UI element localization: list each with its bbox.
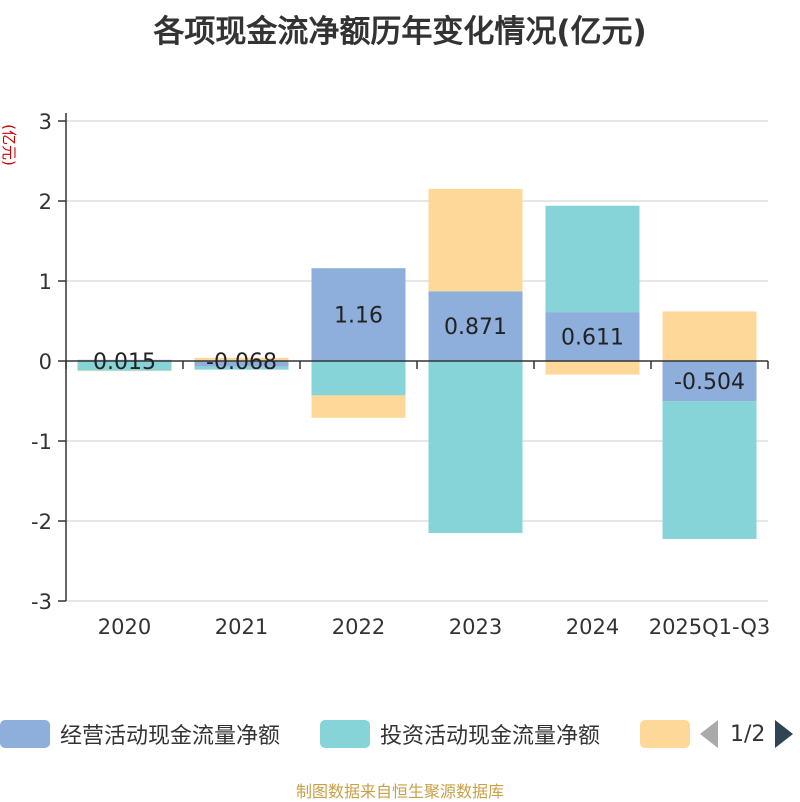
bar-third [428, 188, 523, 292]
y-tick-label: 0 [39, 350, 52, 374]
data-label: 1.16 [334, 304, 383, 329]
chart-title: 各项现金流净额历年变化情况(亿元) [153, 14, 647, 50]
legend-item-third[interactable] [640, 716, 690, 752]
x-tick-label: 2023 [449, 615, 502, 639]
bar-operating [662, 361, 757, 402]
bar-third [194, 357, 289, 361]
y-tick-label: 1 [39, 270, 52, 294]
y-tick-label: -2 [31, 510, 52, 534]
pager-prev-icon[interactable] [700, 720, 718, 748]
y-tick-label: -1 [31, 430, 52, 454]
legend-item-investing[interactable]: 投资活动现金流量净额 [320, 716, 600, 752]
x-tick-label: 2025Q1-Q3 [649, 615, 771, 639]
data-label: 0.015 [93, 350, 156, 375]
bar-third [545, 361, 640, 375]
legend-swatch-investing [320, 720, 370, 748]
bar-operating [545, 312, 640, 361]
data-label: 0.611 [561, 326, 624, 351]
legend-pager: 1/2 [700, 716, 794, 752]
legend: 经营活动现金流量净额 投资活动现金流量净额 1/2 [0, 716, 800, 752]
source-note: 制图数据来自恒生聚源数据库 [295, 782, 504, 801]
pager-next-icon[interactable] [775, 720, 794, 748]
bar-investing [77, 361, 172, 371]
cashflow-chart: -3 -2 -1 0 1 2 3 (亿元) 2020 2021 2022 2023 2024 2025Q1… [0, 110, 771, 639]
bar-investing [311, 361, 406, 396]
y-axis-label: (亿元) [0, 124, 18, 166]
bar-third [662, 311, 757, 361]
pager-text: 1/2 [730, 721, 766, 747]
x-tick-label: 2020 [98, 615, 151, 639]
data-label: 0.871 [444, 315, 507, 340]
x-tick-label: 2021 [215, 615, 268, 639]
y-tick-label: 3 [39, 110, 52, 134]
bar-investing [428, 361, 523, 533]
x-tick-label: 2024 [566, 615, 619, 639]
legend-label-operating: 经营活动现金流量净额 [60, 724, 281, 749]
bar-investing [662, 401, 757, 539]
bar-operating [311, 268, 406, 361]
legend-item-operating[interactable]: 经营活动现金流量净额 [0, 716, 280, 752]
bar-third [311, 395, 406, 418]
y-tick-label: -3 [31, 590, 52, 614]
bar-investing [545, 205, 640, 313]
data-label: -0.068 [206, 350, 277, 375]
y-tick-label: 2 [39, 190, 52, 214]
legend-swatch-operating [0, 720, 50, 748]
data-label: -0.504 [674, 370, 745, 395]
bar-operating [428, 291, 523, 361]
bar-third [77, 370, 172, 372]
x-tick-label: 2022 [332, 615, 385, 639]
bar-operating [194, 361, 289, 367]
bar-investing [194, 366, 289, 370]
legend-label-investing: 投资活动现金流量净额 [380, 724, 601, 749]
legend-swatch-third [640, 720, 690, 748]
